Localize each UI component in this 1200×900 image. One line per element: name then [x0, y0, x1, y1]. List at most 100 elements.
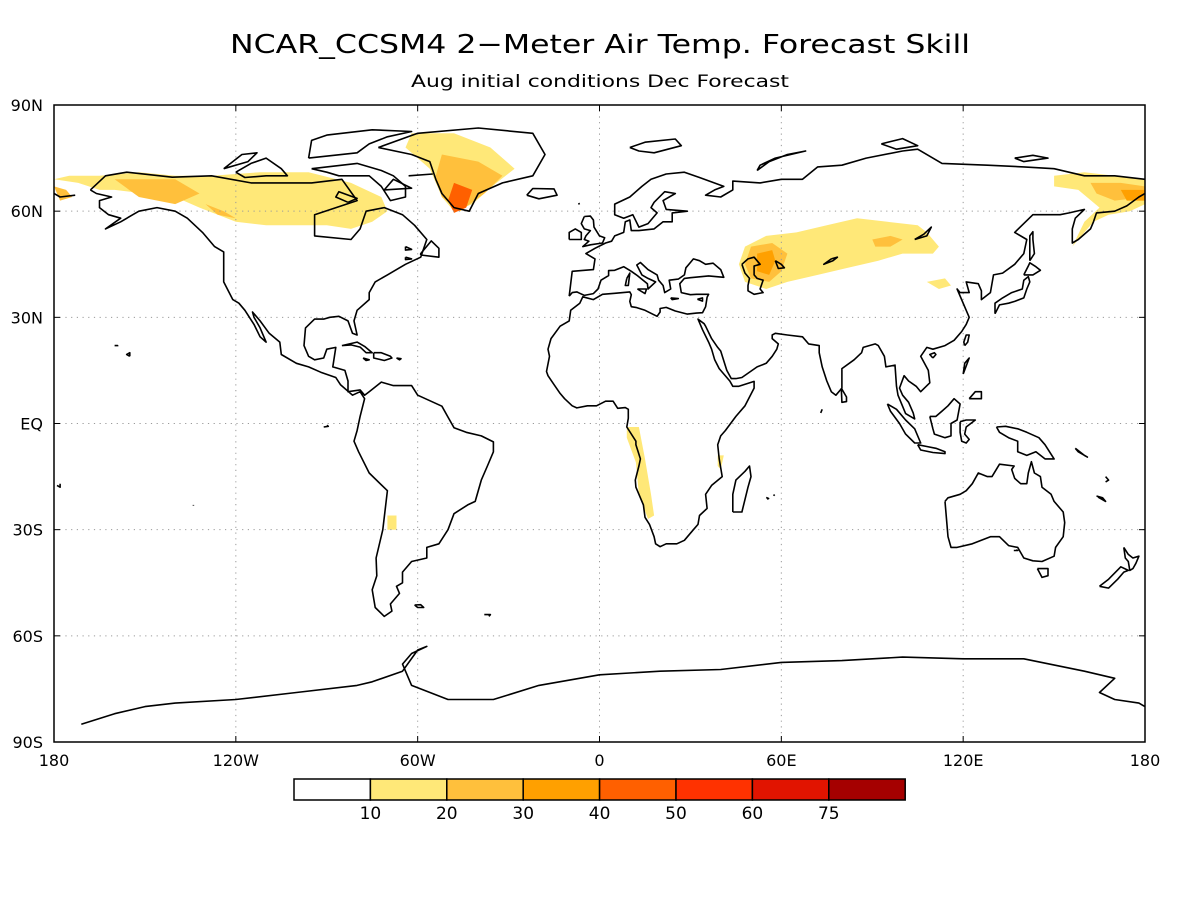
lat-tick-label: 30S [12, 521, 43, 540]
coastline [994, 275, 1031, 315]
colorbar-swatch [598, 778, 677, 801]
colorbar-label: 50 [665, 804, 687, 824]
coastline [1123, 546, 1140, 572]
coastline [56, 483, 61, 489]
coastline [697, 297, 704, 302]
coastline-layer [54, 127, 1145, 726]
coastline [1074, 447, 1089, 458]
skill-region [626, 427, 655, 519]
skill-region [738, 218, 939, 289]
lat-tick-label: 60N [11, 202, 43, 221]
coastline [624, 272, 631, 287]
coastline [772, 494, 776, 497]
lon-tick-label: 60E [766, 751, 796, 770]
coastline [928, 351, 937, 359]
coastline [372, 351, 393, 362]
coastline [383, 178, 413, 191]
coastline [819, 408, 823, 414]
skill-region [114, 179, 200, 205]
lat-tick-label: 60S [12, 627, 43, 646]
coastline [577, 202, 581, 205]
colorbar-swatch [751, 778, 830, 801]
coastline [1104, 476, 1110, 483]
coastline [1023, 261, 1042, 276]
coastline [235, 157, 289, 179]
coastline [962, 357, 971, 375]
colorbar-label: 20 [436, 804, 458, 824]
coastline [404, 245, 413, 251]
coastline [89, 171, 495, 618]
coastline [1013, 549, 1019, 552]
colorbar-legend: 10 20 30 40 50 60 75 [293, 778, 906, 824]
coastline [307, 129, 413, 159]
lon-tick-label: 60W [400, 751, 436, 770]
colorbar-swatch [675, 778, 754, 801]
skill-region [205, 204, 236, 219]
colorbar-label: 75 [818, 804, 840, 824]
coastline [414, 603, 425, 609]
coastline [1036, 567, 1049, 579]
coastline [774, 260, 786, 270]
coastline [670, 297, 680, 301]
coastline [636, 288, 648, 295]
lon-tick-label: 180 [1130, 751, 1161, 770]
coastline [408, 173, 433, 177]
coastline [396, 357, 402, 361]
skill-region [387, 515, 397, 530]
colorbar-label: 30 [512, 804, 534, 824]
lat-tick-label: 30N [11, 308, 43, 327]
coastline [886, 403, 922, 444]
coastline [1029, 230, 1036, 262]
coastline [125, 351, 131, 357]
colorbar-swatch [369, 778, 448, 801]
coastline [756, 150, 807, 172]
coastline [568, 148, 1145, 297]
coastline [765, 496, 770, 500]
coastline [1014, 154, 1049, 163]
coastline [962, 334, 971, 347]
map-subtitle: Aug initial conditions Dec Forecast [411, 72, 789, 92]
coastline [114, 344, 119, 347]
coastline [378, 127, 546, 212]
coastline [995, 425, 1055, 460]
lon-tick-label: 120W [213, 751, 260, 770]
lat-tick-label: EQ [20, 415, 43, 434]
lat-tick-label: 90N [11, 96, 43, 115]
coastline [840, 387, 848, 404]
skill-region [54, 186, 73, 201]
coastline [362, 357, 371, 362]
coastline [741, 256, 764, 296]
coastline [341, 341, 374, 354]
coastline [580, 215, 606, 248]
colorbar-swatch [522, 778, 601, 801]
colorbar-label: 40 [589, 804, 611, 824]
coastline [419, 240, 440, 259]
colorbar-label: 10 [360, 804, 382, 824]
coastline [731, 465, 752, 513]
lon-tick-label: 120E [943, 751, 984, 770]
coastline [944, 460, 1066, 563]
coastline [223, 152, 258, 170]
lon-tick-label: 180 [39, 751, 70, 770]
colorbar-swatch [828, 778, 906, 801]
lon-tick-label: 0 [594, 751, 604, 770]
coastline [1099, 565, 1130, 589]
coastline [484, 613, 492, 617]
coastline [311, 162, 407, 202]
skill-region [926, 278, 951, 289]
skill-region [872, 235, 903, 247]
colorbar-swatch [446, 778, 524, 801]
coastline [54, 192, 76, 198]
skill-region [757, 250, 776, 275]
colorbar-swatch [293, 778, 372, 801]
coastline [526, 187, 558, 200]
coastline [629, 138, 683, 154]
coastline [334, 190, 358, 204]
coastline [568, 228, 583, 241]
skill-region [448, 182, 473, 213]
colorbar-label: 60 [742, 804, 764, 824]
coastline [1096, 495, 1107, 503]
map-gridlines [54, 105, 1145, 742]
